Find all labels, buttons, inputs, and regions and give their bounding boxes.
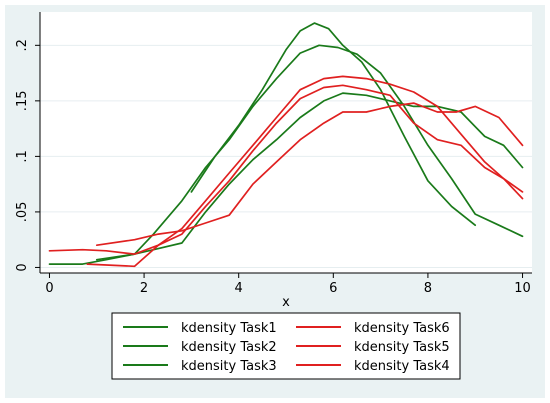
legend-label: kdensity Task2	[181, 340, 277, 355]
series-line	[86, 75, 524, 268]
x-tick-label: 4	[235, 281, 243, 296]
x-tick-label: 6	[329, 281, 337, 296]
x-axis-title: x	[282, 295, 290, 310]
y-tick-label: .2	[15, 39, 30, 51]
series-lines	[48, 22, 524, 268]
series-line	[48, 44, 524, 265]
y-tick-label: .1	[15, 150, 30, 162]
y-tick-label: .05	[15, 202, 30, 223]
y-tick-label: 0	[15, 263, 30, 271]
x-tick-label: 10	[514, 281, 531, 296]
legend: kdensity Task1 kdensity Task6 kdensity Tas…	[111, 312, 461, 380]
legend-label: kdensity Task4	[354, 359, 450, 374]
legend-label: kdensity Task1	[181, 321, 277, 336]
x-tick-label: 2	[140, 281, 148, 296]
legend-label: kdensity Task3	[181, 359, 277, 374]
series-line	[48, 84, 524, 255]
series-line	[190, 22, 477, 227]
x-tick-label: 0	[45, 281, 53, 296]
legend-box	[111, 312, 461, 380]
legend-label: kdensity Task6	[354, 321, 450, 336]
series-line	[95, 92, 524, 261]
gridlines	[40, 44, 532, 268]
axes: 0 .05 .1 .15 .2 0 2 4 6 8 10	[15, 12, 532, 296]
legend-label: kdensity Task5	[354, 340, 450, 355]
x-tick-label: 8	[424, 281, 432, 296]
series-line	[95, 102, 524, 247]
y-tick-label: .15	[15, 91, 30, 112]
